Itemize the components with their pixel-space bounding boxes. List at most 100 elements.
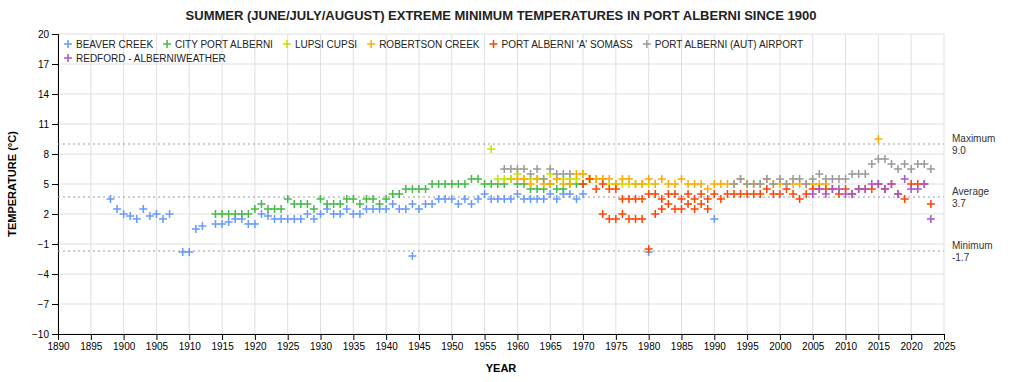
point <box>579 170 587 178</box>
point <box>605 175 613 183</box>
point <box>527 170 535 178</box>
y-tick-label: 2 <box>43 209 49 220</box>
point <box>658 175 666 183</box>
point <box>251 205 259 213</box>
point <box>920 160 928 168</box>
y-tick: 2 <box>43 209 58 220</box>
point <box>546 180 554 188</box>
grid-line-y <box>58 124 944 125</box>
point <box>586 175 594 183</box>
x-tick-mark <box>747 334 748 340</box>
x-axis: 1890189519001905191019151920192519301935… <box>47 334 956 352</box>
point <box>677 195 685 203</box>
grid-line-y <box>58 274 944 275</box>
point <box>310 205 318 213</box>
y-tick-mark <box>52 304 58 305</box>
point <box>927 165 935 173</box>
legend-label: PORT ALBERNI 'A' SOMASS <box>502 39 634 50</box>
point <box>461 180 469 188</box>
point <box>920 180 928 188</box>
x-tick-label: 1910 <box>179 341 202 352</box>
x-tick: 2000 <box>769 334 792 352</box>
point <box>887 160 895 168</box>
x-tick-mark <box>911 334 912 340</box>
y-tick: 17 <box>38 59 58 70</box>
x-tick: 1985 <box>671 334 694 352</box>
point <box>533 165 541 173</box>
x-tick-mark <box>681 334 682 340</box>
x-tick-mark <box>353 334 354 340</box>
legend-marker <box>283 40 291 48</box>
point <box>901 175 909 183</box>
point <box>356 200 364 208</box>
x-tick-mark <box>189 334 190 340</box>
point <box>874 135 882 143</box>
point <box>586 175 594 183</box>
point <box>671 180 679 188</box>
point <box>605 215 613 223</box>
grid-line-y <box>58 214 944 215</box>
point <box>257 200 265 208</box>
point <box>697 180 705 188</box>
x-tick-mark <box>156 334 157 340</box>
x-tick: 1910 <box>179 334 202 352</box>
point <box>881 185 889 193</box>
point <box>684 190 692 198</box>
x-tick-label: 1960 <box>507 341 530 352</box>
legend-marker <box>64 54 72 62</box>
point <box>572 195 580 203</box>
point <box>894 165 902 173</box>
point <box>303 200 311 208</box>
reference-label-line: -1.7 <box>952 252 970 263</box>
x-tick-label: 1905 <box>146 341 169 352</box>
point <box>907 165 915 173</box>
point <box>651 180 659 188</box>
grid-line-y <box>58 34 944 35</box>
x-tick-mark <box>550 334 551 340</box>
point <box>861 185 869 193</box>
y-tick-mark <box>52 124 58 125</box>
y-tick: 11 <box>39 119 58 130</box>
point <box>507 195 515 203</box>
legend-item: BEAVER CREEK <box>64 39 153 50</box>
point <box>704 185 712 193</box>
point <box>730 180 738 188</box>
point <box>710 215 718 223</box>
x-tick-label: 1895 <box>80 341 103 352</box>
legend-label: BEAVER CREEK <box>76 39 153 50</box>
point <box>887 180 895 188</box>
point <box>336 200 344 208</box>
point <box>336 210 344 218</box>
x-tick-mark <box>386 334 387 340</box>
y-tick-mark <box>52 64 58 65</box>
grid-line-y <box>58 94 944 95</box>
point <box>664 200 672 208</box>
point <box>146 212 154 220</box>
point <box>638 195 646 203</box>
point <box>454 200 462 208</box>
point <box>684 200 692 208</box>
x-tick-mark <box>878 334 879 340</box>
point <box>599 210 607 218</box>
point <box>540 195 548 203</box>
point <box>303 210 311 218</box>
x-tick: 1965 <box>540 334 563 352</box>
point <box>133 215 141 223</box>
point <box>218 220 226 228</box>
point <box>297 215 305 223</box>
point <box>697 200 705 208</box>
y-tick-mark <box>52 184 58 185</box>
point <box>284 195 292 203</box>
x-tick-label: 2000 <box>769 341 792 352</box>
y-tick: −4 <box>38 269 58 280</box>
point <box>540 175 548 183</box>
point <box>815 185 823 193</box>
x-tick-mark <box>485 334 486 340</box>
point <box>835 185 843 193</box>
y-tick: −7 <box>38 299 58 310</box>
point <box>763 175 771 183</box>
grid-line-y <box>58 64 944 65</box>
point <box>566 170 574 178</box>
point <box>717 195 725 203</box>
point <box>618 210 626 218</box>
